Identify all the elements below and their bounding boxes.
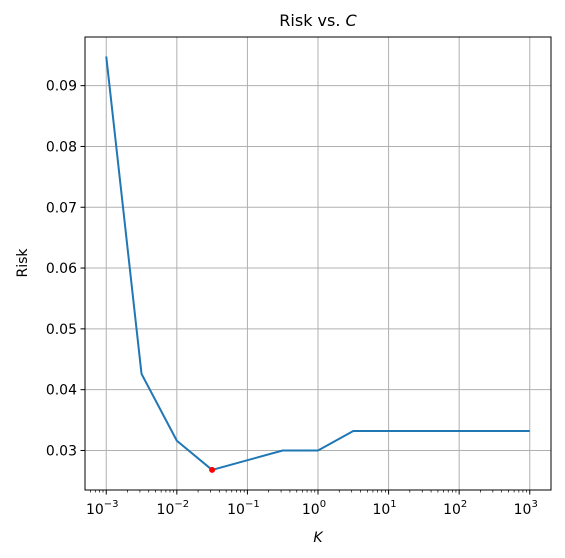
- chart-title: Risk vs. C: [279, 11, 357, 30]
- x-tick-label: 10−1: [227, 499, 260, 518]
- y-axis-label: Risk: [15, 248, 31, 278]
- x-axis-label: K: [313, 530, 324, 546]
- x-tick-label: 101: [372, 499, 396, 518]
- minimum-risk-point: [209, 466, 216, 473]
- x-tick-label: 102: [443, 499, 467, 518]
- grid-lines: [85, 37, 551, 490]
- y-tick-label: 0.06: [46, 261, 77, 277]
- series-layer: [105, 56, 530, 473]
- y-tick-label: 0.08: [46, 139, 77, 155]
- x-tick-label: 10−2: [157, 499, 190, 518]
- y-tick-label: 0.09: [46, 79, 77, 95]
- x-tick-label: 100: [302, 499, 326, 518]
- x-axis-ticks: 10−3 10−2 10−1 100 101 102 103: [86, 490, 538, 518]
- y-tick-label: 0.03: [46, 443, 77, 459]
- y-axis-ticks: 0.03 0.04 0.05 0.06 0.07 0.08 0.09: [46, 79, 85, 459]
- y-tick-label: 0.05: [46, 322, 77, 338]
- risk-series-line: [105, 56, 530, 471]
- x-tick-label: 103: [514, 499, 538, 518]
- x-tick-label: 10−3: [86, 499, 119, 518]
- chart-title-var: C: [346, 11, 358, 30]
- chart-title-main: Risk vs.: [279, 11, 345, 30]
- y-tick-label: 0.07: [46, 200, 77, 216]
- y-tick-label: 0.04: [46, 383, 77, 399]
